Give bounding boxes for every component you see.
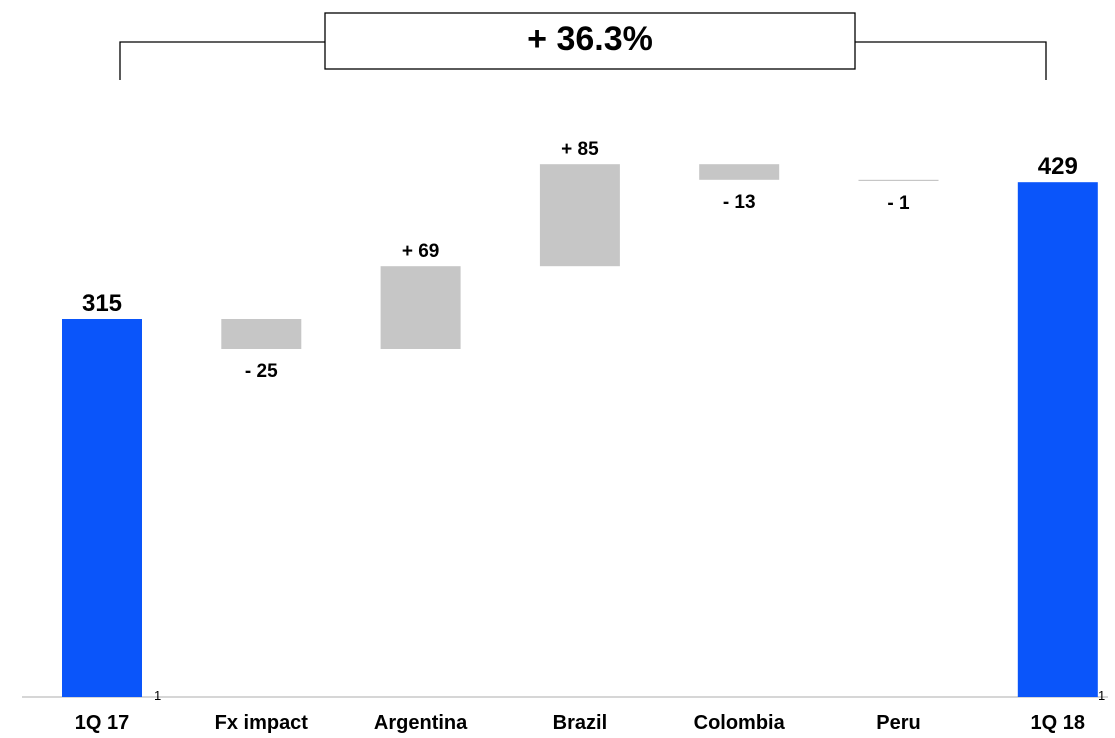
value-label-argentina: + 69 — [402, 241, 440, 262]
bar-peru — [858, 179, 939, 181]
value-label-group: 315 - 25 + 69 + 85 - 13 - 1 429 — [82, 139, 1078, 382]
bar-brazil — [539, 164, 620, 267]
tick-mark-left: 1 — [154, 688, 161, 703]
bar-1q-18 — [1017, 182, 1098, 697]
value-label-brazil: + 85 — [561, 139, 599, 160]
category-label-brazil: Brazil — [553, 712, 607, 734]
category-label-fx-impact: Fx impact — [215, 712, 309, 734]
value-label-fx-impact: - 25 — [245, 361, 278, 382]
growth-bracket-right — [855, 41, 1047, 80]
growth-bracket: + 36.3% — [119, 12, 1047, 80]
category-label-group: 1Q 17 Fx impact Argentina Brazil Colombia Per… — [75, 712, 1085, 734]
category-label-peru: Peru — [876, 712, 920, 734]
growth-bracket-left — [119, 41, 325, 80]
category-label-colombia: Colombia — [694, 712, 786, 734]
growth-label: + 36.3% — [527, 20, 653, 58]
bar-1q-17 — [62, 319, 142, 697]
tick-mark-right: 1 — [1098, 688, 1105, 703]
category-label-argentina: Argentina — [374, 712, 468, 734]
value-label-peru: - 1 — [887, 193, 910, 214]
value-label-1q-18: 429 — [1038, 153, 1078, 180]
bar-argentina — [380, 266, 461, 349]
category-label-1q-18: 1Q 18 — [1031, 712, 1085, 734]
bar-colombia — [699, 164, 780, 180]
category-label-1q-17: 1Q 17 — [75, 712, 129, 734]
bar-group — [62, 164, 1098, 697]
bar-fx-impact — [221, 319, 302, 349]
value-label-1q-17: 315 — [82, 290, 122, 317]
growth-box — [324, 12, 856, 70]
value-label-colombia: - 13 — [723, 192, 756, 213]
tick-mark-group: 1 1 — [154, 688, 1105, 703]
